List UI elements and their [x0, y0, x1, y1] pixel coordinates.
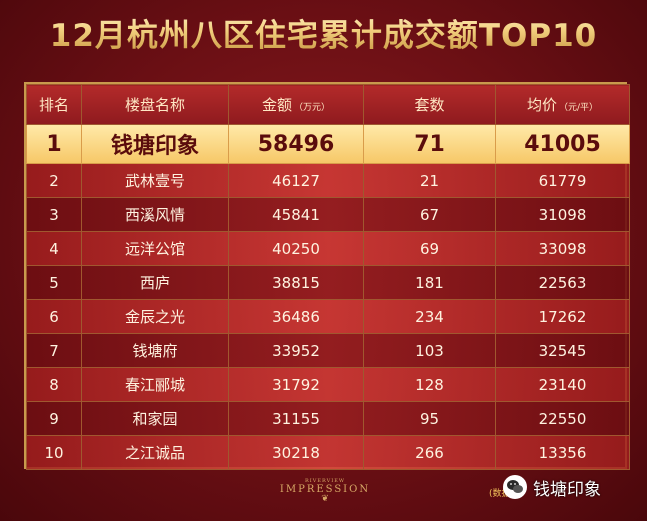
cell-amount: 38815 [228, 265, 364, 300]
logo-small-text: RIVERVIEW [305, 478, 345, 484]
footnote: (数据 [489, 489, 511, 499]
cell-avg-price: 31098 [495, 197, 630, 232]
cell-name: 和家园 [81, 401, 229, 436]
cell-rank: 8 [26, 367, 82, 402]
cell-name: 武林壹号 [81, 163, 229, 198]
wechat-icon [503, 475, 527, 499]
header-avg-price: 均价 （元/平） [495, 84, 630, 125]
cell-amount: 46127 [228, 163, 364, 198]
cell-units: 103 [363, 333, 496, 368]
cell-rank: 6 [26, 299, 82, 334]
header-rank: 排名 [26, 84, 82, 125]
cell-name: 钱塘府 [81, 333, 229, 368]
cell-units: 69 [363, 231, 496, 266]
cell-units: 71 [363, 124, 496, 164]
cell-avg-price: 22563 [495, 265, 630, 300]
cell-rank: 4 [26, 231, 82, 266]
cell-name: 西庐 [81, 265, 229, 300]
cell-avg-price: 32545 [495, 333, 630, 368]
header-project: 楼盘名称 [81, 84, 229, 125]
cell-rank: 10 [26, 435, 82, 470]
header-avg-price-unit: （元/平） [558, 103, 599, 113]
table-row: 10 之江诚品 30218 266 13356 [26, 435, 630, 470]
cell-name: 之江诚品 [81, 435, 229, 470]
ranking-table: 排名 楼盘名称 金额 （万元） 套数 均价 （元/平） 1 钱塘印象 58496 7… [24, 82, 630, 470]
cell-avg-price: 23140 [495, 367, 630, 402]
cell-units: 266 [363, 435, 496, 470]
header-amount: 金额 （万元） [228, 84, 364, 125]
cell-rank: 2 [26, 163, 82, 198]
wechat-watermark: 钱塘印象 [503, 474, 601, 500]
cell-rank: 1 [26, 124, 82, 164]
table-row: 2 武林壹号 46127 21 61779 [26, 163, 630, 198]
cell-rank: 3 [26, 197, 82, 232]
wechat-account-name: 钱塘印象 [533, 479, 601, 500]
cell-amount: 36486 [228, 299, 364, 334]
cell-rank: 7 [26, 333, 82, 368]
header-amount-unit: （万元） [294, 103, 331, 113]
cell-units: 181 [363, 265, 496, 300]
table-row: 7 钱塘府 33952 103 32545 [26, 333, 630, 368]
cell-avg-price: 13356 [495, 435, 630, 470]
brand-logo: RIVERVIEW IMPRESSION ❦ [270, 478, 380, 504]
cell-rank: 9 [26, 401, 82, 436]
cell-name: 春江郦城 [81, 367, 229, 402]
cell-avg-price: 17262 [495, 299, 630, 334]
cell-amount: 30218 [228, 435, 364, 470]
cell-name: 金辰之光 [81, 299, 229, 334]
cell-name: 西溪风情 [81, 197, 229, 232]
cell-avg-price: 41005 [495, 124, 630, 164]
table-row-top: 1 钱塘印象 58496 71 41005 [26, 124, 630, 164]
cell-amount: 31155 [228, 401, 364, 436]
cell-amount: 45841 [228, 197, 364, 232]
cell-name: 钱塘印象 [81, 124, 229, 164]
table-row: 5 西庐 38815 181 22563 [26, 265, 630, 300]
cell-units: 234 [363, 299, 496, 334]
table-row: 9 和家园 31155 95 22550 [26, 401, 630, 436]
logo-main-text: IMPRESSION [279, 484, 371, 495]
cell-amount: 31792 [228, 367, 364, 402]
cell-amount: 40250 [228, 231, 364, 266]
logo-flourish-icon: ❦ [321, 494, 329, 504]
cell-amount: 33952 [228, 333, 364, 368]
header-avg-price-label: 均价 [526, 96, 557, 114]
cell-avg-price: 61779 [495, 163, 630, 198]
cell-avg-price: 33098 [495, 231, 630, 266]
cell-units: 95 [363, 401, 496, 436]
header-units: 套数 [363, 84, 496, 125]
cell-amount: 58496 [228, 124, 364, 164]
table-row: 6 金辰之光 36486 234 17262 [26, 299, 630, 334]
table-row: 4 远洋公馆 40250 69 33098 [26, 231, 630, 266]
cell-units: 21 [363, 163, 496, 198]
table-header-row: 排名 楼盘名称 金额 （万元） 套数 均价 （元/平） [26, 84, 630, 125]
cell-name: 远洋公馆 [81, 231, 229, 266]
header-amount-label: 金额 [261, 96, 292, 114]
cell-units: 128 [363, 367, 496, 402]
table-row: 8 春江郦城 31792 128 23140 [26, 367, 630, 402]
cell-rank: 5 [26, 265, 82, 300]
page-title: 12月杭州八区住宅累计成交额TOP10 [0, 10, 647, 55]
table-row: 3 西溪风情 45841 67 31098 [26, 197, 630, 232]
cell-units: 67 [363, 197, 496, 232]
cell-avg-price: 22550 [495, 401, 630, 436]
